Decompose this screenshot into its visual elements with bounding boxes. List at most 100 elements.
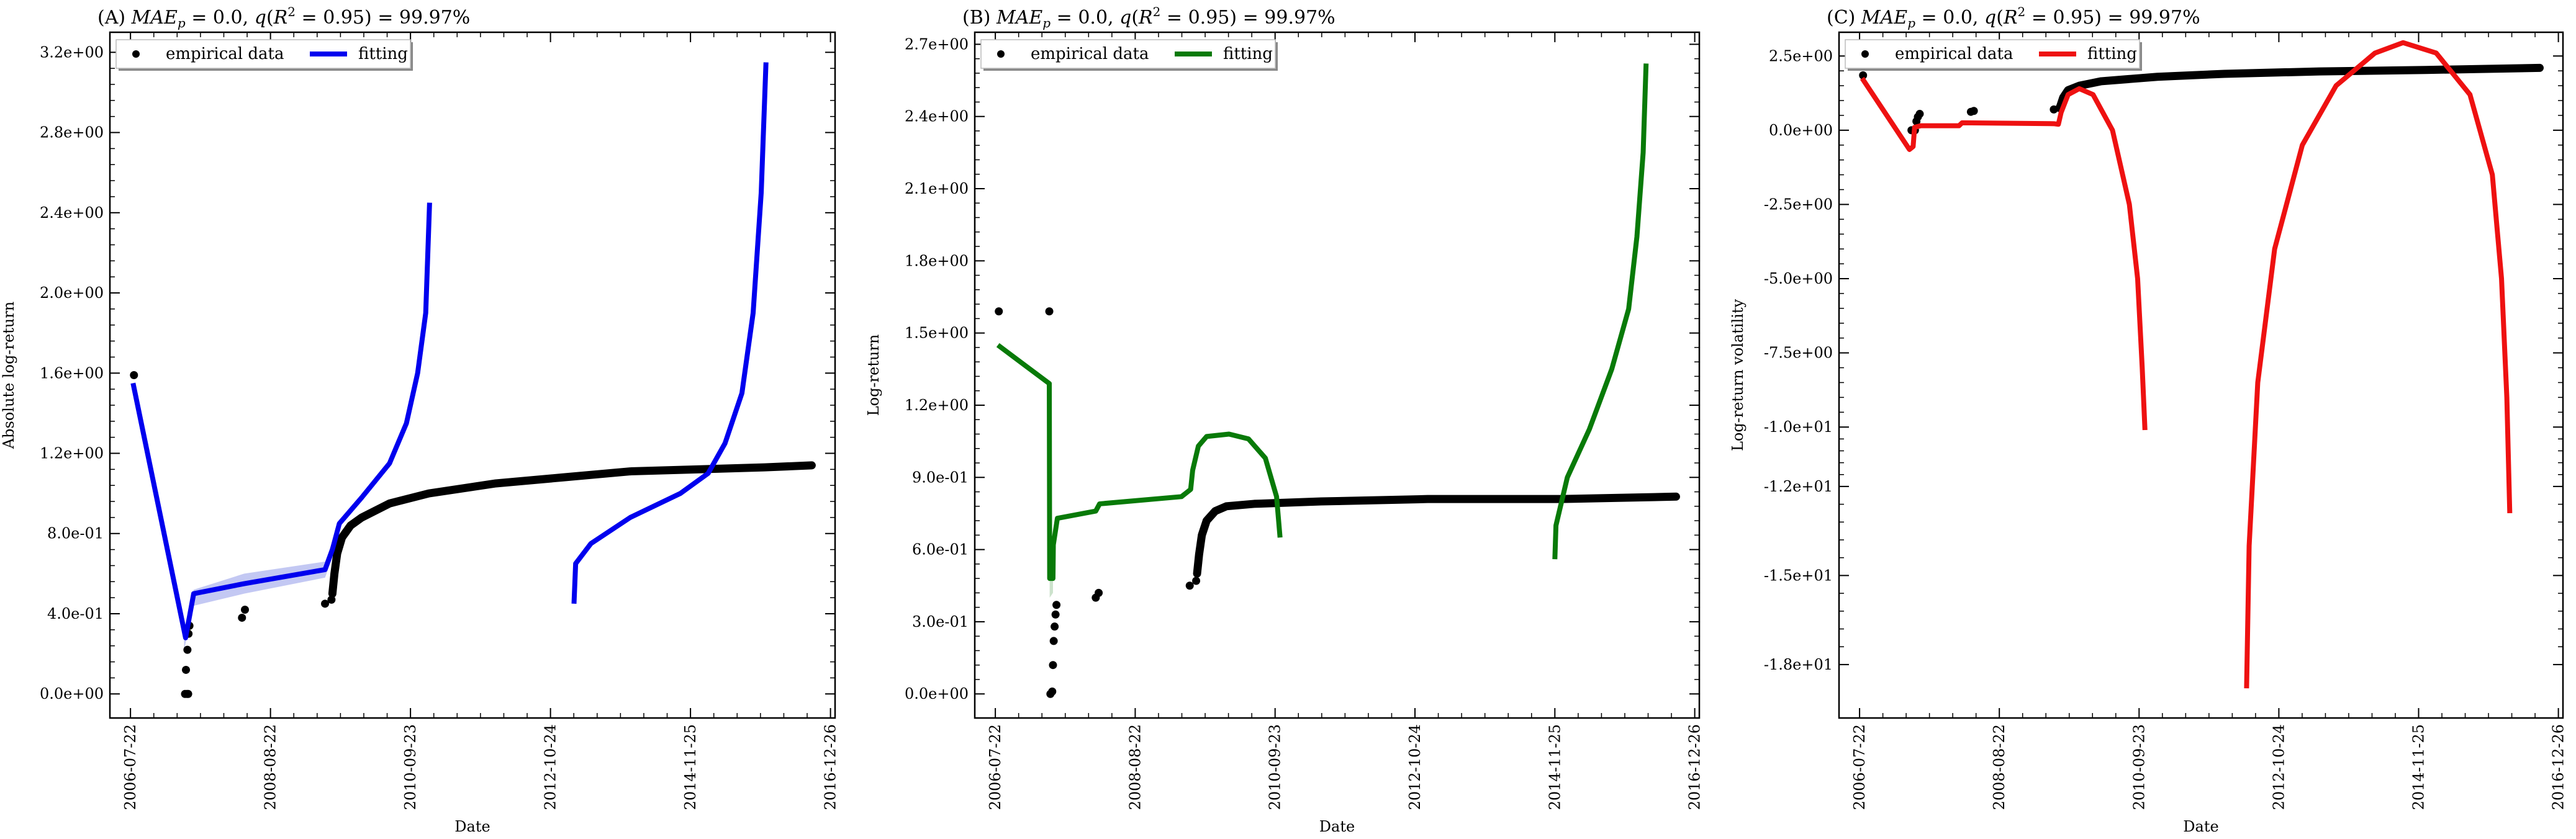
y-tick-label: -2.5e+00 <box>1764 195 1833 213</box>
empirical-data-point <box>1192 577 1201 585</box>
empirical-data-point <box>1048 687 1057 696</box>
empirical-data-point <box>183 645 192 654</box>
x-tick-label: 2010-09-23 <box>1267 724 1284 810</box>
y-tick-label: 9.0e-01 <box>912 469 969 486</box>
empirical-data-point <box>1051 622 1059 631</box>
y-tick-label: 2.4e+00 <box>40 204 104 222</box>
x-tick-label: 2014-11-25 <box>1546 724 1563 810</box>
legend-marker-empirical <box>997 50 1005 58</box>
y-tick-label: 2.1e+00 <box>905 180 969 197</box>
x-tick-label: 2006-07-22 <box>987 724 1004 810</box>
x-tick-label: 2008-08-22 <box>1126 724 1144 810</box>
empirical-data-point <box>182 665 191 674</box>
fitting-line <box>1860 76 2148 431</box>
y-tick-label: 2.0e+00 <box>40 284 104 302</box>
y-axis-label: Log-return volatility <box>1729 299 1747 452</box>
y-tick-label: -1.2e+01 <box>1764 478 1833 495</box>
plot-frame <box>109 31 836 719</box>
legend-label-fitting: fitting <box>2087 45 2137 63</box>
x-tick-label: 2010-09-23 <box>2130 724 2148 810</box>
chart-panel-1: (A) MAEp = 0.0, q(R2 = 0.95) = 99.97% 0.0… <box>0 4 839 835</box>
legend-label-empirical: empirical data <box>1895 45 2013 63</box>
empirical-data-point <box>1095 588 1103 597</box>
y-tick-label: 1.5e+00 <box>905 325 969 342</box>
fit-confidence-band <box>184 541 333 650</box>
empirical-data-point <box>327 595 336 604</box>
empirical-data-point <box>1915 110 1924 119</box>
x-tick-label: 2016-12-26 <box>822 724 839 810</box>
x-tick-label: 2008-08-22 <box>262 724 279 810</box>
y-tick-label: 3.0e-01 <box>912 613 969 630</box>
y-tick-label: 2.5e+00 <box>1769 47 1833 65</box>
x-tick-label: 2016-12-26 <box>2550 724 2567 810</box>
legend-label-empirical: empirical data <box>1031 45 1149 63</box>
fitting-line <box>571 62 769 604</box>
empirical-data-dense <box>328 461 816 598</box>
empirical-data-point <box>1045 307 1054 316</box>
chart-title: (C) MAEp = 0.0, q(R2 = 0.95) = 99.97% <box>1827 4 2200 30</box>
y-tick-label: 1.6e+00 <box>40 364 104 382</box>
x-tick-label: 2008-08-22 <box>1991 724 2008 810</box>
y-tick-label: 1.2e+00 <box>40 445 104 462</box>
plot-frame <box>1838 31 2564 719</box>
y-axis-label: Log-return <box>865 334 882 416</box>
x-tick-label: 2012-10-24 <box>2270 724 2287 810</box>
empirical-data-point <box>1859 71 1868 79</box>
empirical-data-point <box>1969 107 1978 115</box>
fitting-line <box>130 202 432 640</box>
y-tick-label: 1.8e+00 <box>905 252 969 269</box>
plot-frame <box>974 31 1701 719</box>
empirical-data-point <box>1049 637 1058 645</box>
y-tick-label: -1.8e+01 <box>1764 656 1833 673</box>
x-axis-label: Date <box>2183 818 2218 835</box>
legend-marker-empirical <box>132 50 140 58</box>
legend-label-empirical: empirical data <box>166 45 284 63</box>
empirical-data-point <box>1052 601 1061 609</box>
x-tick-label: 2006-07-22 <box>122 724 139 810</box>
x-tick-label: 2006-07-22 <box>1851 724 1868 810</box>
y-tick-label: 1.2e+00 <box>905 397 969 414</box>
empirical-data-point <box>238 613 246 622</box>
y-tick-label: -1.5e+01 <box>1764 567 1833 584</box>
legend-marker-empirical <box>1861 50 1869 58</box>
y-tick-label: 2.4e+00 <box>905 108 969 125</box>
chart-title: (B) MAEp = 0.0, q(R2 = 0.95) = 99.97% <box>962 4 1335 30</box>
chart-panel-3: (C) MAEp = 0.0, q(R2 = 0.95) = 99.97% -1.… <box>1729 4 2567 835</box>
y-tick-label: 0.0e+00 <box>905 685 969 702</box>
x-tick-label: 2014-11-25 <box>682 724 699 810</box>
empirical-data-point <box>1051 610 1060 619</box>
y-axis-label: Absolute log-return <box>0 302 17 449</box>
chart-title: (A) MAEp = 0.0, q(R2 = 0.95) = 99.97% <box>97 4 470 30</box>
y-tick-label: 2.7e+00 <box>905 35 969 53</box>
y-tick-label: -7.5e+00 <box>1764 344 1833 362</box>
x-tick-label: 2012-10-24 <box>542 724 559 810</box>
y-tick-label: -1.0e+01 <box>1764 418 1833 436</box>
empirical-data-point <box>1049 661 1057 670</box>
y-tick-label: 6.0e-01 <box>912 541 969 559</box>
y-tick-label: 4.0e-01 <box>47 605 104 622</box>
y-tick-label: 0.0e+00 <box>40 685 104 702</box>
empirical-data-point <box>321 599 330 608</box>
fitting-line <box>1552 63 1649 560</box>
x-tick-label: 2014-11-25 <box>2410 724 2428 810</box>
x-axis-label: Date <box>1319 818 1355 835</box>
empirical-data-point <box>130 371 138 379</box>
legend <box>1845 39 2140 69</box>
empirical-data-point <box>184 689 192 698</box>
legend <box>980 39 1276 69</box>
x-tick-label: 2010-09-23 <box>402 724 419 810</box>
empirical-data-dense <box>1193 492 1680 578</box>
x-axis-label: Date <box>454 818 490 835</box>
y-tick-label: 3.2e+00 <box>40 43 104 61</box>
empirical-data-point <box>241 606 250 614</box>
y-tick-label: 0.0e+00 <box>1769 122 1833 139</box>
fitting-line <box>2244 40 2513 689</box>
fitting-line <box>996 343 1283 581</box>
legend <box>115 39 411 69</box>
legend-label-fitting: fitting <box>358 45 408 63</box>
y-tick-label: 8.0e-01 <box>47 525 104 542</box>
y-tick-label: 2.8e+00 <box>40 124 104 141</box>
empirical-data-dense <box>2056 63 2544 111</box>
empirical-data-point <box>1185 581 1194 590</box>
